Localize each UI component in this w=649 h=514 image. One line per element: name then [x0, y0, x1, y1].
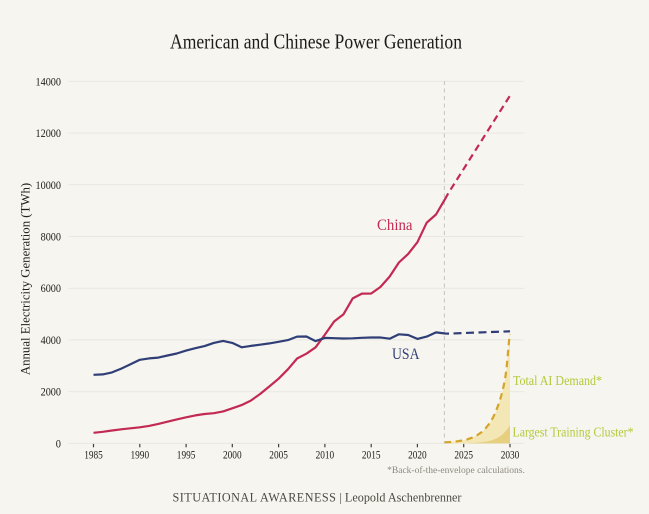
svg-text:4000: 4000: [41, 333, 61, 347]
svg-text:1995: 1995: [177, 449, 196, 461]
svg-text:USA: USA: [392, 346, 420, 363]
svg-text:2000: 2000: [41, 385, 61, 399]
svg-text:8000: 8000: [41, 230, 61, 244]
svg-text:1990: 1990: [131, 449, 150, 461]
svg-text:*Back-of-the-envelope calculat: *Back-of-the-envelope calculations.: [387, 465, 525, 476]
svg-text:14000: 14000: [36, 74, 62, 88]
svg-text:6000: 6000: [41, 281, 61, 295]
svg-text:0: 0: [56, 436, 61, 450]
svg-text:2000: 2000: [223, 449, 242, 461]
svg-text:Largest Training Cluster*: Largest Training Cluster*: [513, 425, 634, 440]
svg-text:2010: 2010: [316, 449, 335, 461]
svg-text:2020: 2020: [408, 449, 427, 461]
svg-text:2015: 2015: [362, 449, 381, 461]
svg-text:1985: 1985: [84, 449, 103, 461]
svg-text:2030: 2030: [501, 449, 520, 461]
svg-text:China: China: [377, 217, 413, 234]
svg-text:2005: 2005: [269, 449, 288, 461]
svg-text:12000: 12000: [36, 126, 62, 140]
svg-text:SITUATIONAL AWARENESS | Leopol: SITUATIONAL AWARENESS | Leopold Aschenbr…: [173, 491, 463, 505]
svg-text:Annual Electricity Generation: Annual Electricity Generation (TWh): [19, 183, 33, 375]
svg-text:2025: 2025: [454, 449, 473, 461]
svg-text:American and Chinese Power Gen: American and Chinese Power Generation: [170, 30, 462, 54]
svg-text:10000: 10000: [36, 178, 62, 192]
svg-text:Total AI Demand*: Total AI Demand*: [513, 373, 602, 388]
